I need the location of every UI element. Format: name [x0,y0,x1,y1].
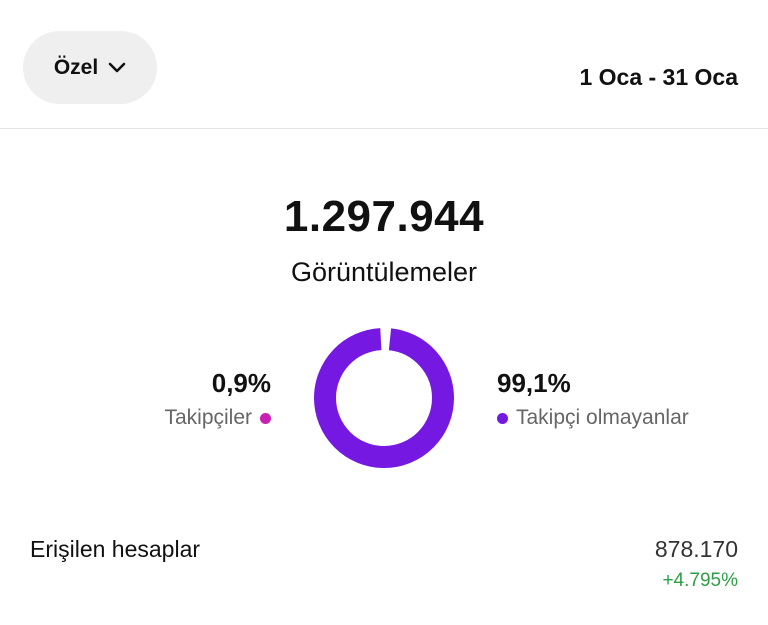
total-views-value: 1.297.944 [283,192,485,241]
non-followers-legend-dot [497,412,508,424]
accounts-reached-row[interactable]: Erişilen hesaplar 878.170 +4.795% [30,536,738,606]
views-donut-chart [314,328,454,468]
date-range-label: 1 Oca - 31 Oca [579,64,738,90]
period-filter-button[interactable]: Özel [23,31,157,104]
non-followers-legend: Takipçi olmayanlar [497,406,689,430]
accounts-reached-change: +4.795% [662,570,738,591]
followers-legend-dot [260,412,271,424]
followers-slice [314,328,454,468]
non-followers-percent: 99,1% [497,368,571,398]
non-followers-slice [314,328,454,468]
followers-stat: 0,9% Takipçiler [164,368,271,430]
period-filter-label: Özel [53,55,99,79]
chevron-down-icon [108,62,126,72]
total-views-label: Görüntülemeler [290,257,478,287]
followers-legend: Takipçiler [164,406,271,430]
non-followers-legend-label: Takipçi olmayanlar [516,406,689,429]
followers-legend-label: Takipçiler [164,406,252,429]
header-bar: Özel 1 Oca - 31 Oca [0,0,768,129]
accounts-reached-value: 878.170 [654,536,738,562]
non-followers-stat: 99,1% Takipçi olmayanlar [497,368,689,430]
followers-percent: 0,9% [211,368,271,398]
accounts-reached-label: Erişilen hesaplar [30,536,201,562]
